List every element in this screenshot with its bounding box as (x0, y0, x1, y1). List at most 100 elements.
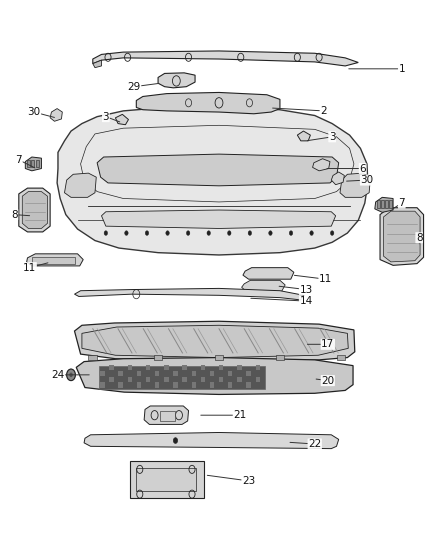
Circle shape (67, 369, 75, 381)
Bar (210, 382, 214, 387)
Text: 7: 7 (15, 155, 35, 168)
Polygon shape (76, 358, 353, 394)
Polygon shape (136, 92, 280, 114)
Circle shape (228, 231, 231, 236)
Bar (336, 354, 345, 360)
Bar (32, 160, 35, 167)
Polygon shape (84, 432, 339, 449)
Bar (137, 382, 141, 387)
Text: 23: 23 (207, 475, 255, 486)
Circle shape (145, 231, 149, 236)
Bar (276, 354, 284, 360)
Text: 3: 3 (102, 111, 120, 122)
Text: 30: 30 (346, 175, 374, 185)
Bar (27, 160, 30, 167)
Bar (130, 461, 204, 498)
Polygon shape (313, 159, 330, 171)
Polygon shape (242, 280, 285, 291)
Polygon shape (297, 131, 311, 141)
Text: 20: 20 (316, 376, 334, 385)
Text: 8: 8 (11, 209, 30, 220)
Bar (32, 257, 75, 264)
Bar (36, 160, 39, 167)
Circle shape (268, 231, 272, 236)
Circle shape (69, 373, 73, 377)
Text: 8: 8 (416, 233, 423, 244)
Bar (381, 200, 384, 208)
Text: 11: 11 (23, 263, 48, 273)
Polygon shape (384, 211, 420, 262)
Bar (160, 410, 175, 421)
Text: 29: 29 (127, 82, 159, 92)
Polygon shape (22, 191, 47, 229)
Bar (146, 377, 150, 382)
Circle shape (207, 231, 210, 236)
Bar (127, 365, 132, 370)
Bar (191, 382, 196, 387)
Bar (191, 371, 196, 376)
Bar (219, 365, 223, 370)
Bar (173, 382, 178, 387)
Polygon shape (19, 188, 50, 232)
Bar (136, 468, 196, 491)
Text: 1: 1 (349, 64, 405, 74)
Bar (155, 371, 159, 376)
Bar (377, 200, 380, 208)
Circle shape (289, 231, 293, 236)
Polygon shape (116, 115, 128, 125)
Bar (118, 382, 123, 387)
Bar (127, 377, 132, 382)
Bar (247, 382, 251, 387)
Bar (237, 377, 242, 382)
Polygon shape (93, 51, 358, 66)
Bar (154, 354, 162, 360)
Bar (210, 371, 214, 376)
Circle shape (166, 231, 170, 236)
Polygon shape (57, 106, 368, 255)
Bar (164, 377, 169, 382)
Bar (173, 371, 178, 376)
Text: 17: 17 (307, 340, 335, 349)
Text: 3: 3 (307, 132, 336, 142)
Polygon shape (102, 210, 336, 229)
Text: 21: 21 (201, 410, 247, 420)
Bar (228, 371, 233, 376)
Polygon shape (331, 172, 344, 184)
Bar (247, 371, 251, 376)
Bar (110, 365, 114, 370)
Bar (164, 365, 169, 370)
Text: 14: 14 (251, 296, 313, 306)
Text: 11: 11 (294, 274, 332, 284)
Polygon shape (158, 73, 195, 88)
Bar (183, 377, 187, 382)
Text: 7: 7 (392, 198, 405, 209)
Circle shape (187, 231, 190, 236)
Circle shape (310, 231, 313, 236)
Circle shape (330, 231, 334, 236)
Polygon shape (50, 109, 62, 122)
Polygon shape (82, 325, 348, 358)
Text: 22: 22 (290, 439, 321, 449)
Bar (385, 200, 388, 208)
Bar (255, 365, 260, 370)
Polygon shape (97, 154, 339, 186)
Polygon shape (144, 406, 188, 424)
Circle shape (125, 231, 128, 236)
Bar (215, 354, 223, 360)
Polygon shape (243, 268, 294, 279)
Bar (137, 371, 141, 376)
Bar (389, 200, 392, 208)
Bar (100, 371, 105, 376)
Circle shape (248, 231, 251, 236)
Text: 30: 30 (28, 107, 54, 117)
Bar (146, 365, 150, 370)
Circle shape (173, 438, 178, 443)
Text: 24: 24 (51, 370, 89, 380)
Text: 13: 13 (279, 285, 313, 295)
Bar (110, 377, 114, 382)
Polygon shape (380, 208, 424, 265)
Text: 6: 6 (327, 164, 366, 174)
Polygon shape (74, 288, 304, 300)
Bar (237, 365, 242, 370)
Polygon shape (93, 60, 102, 68)
